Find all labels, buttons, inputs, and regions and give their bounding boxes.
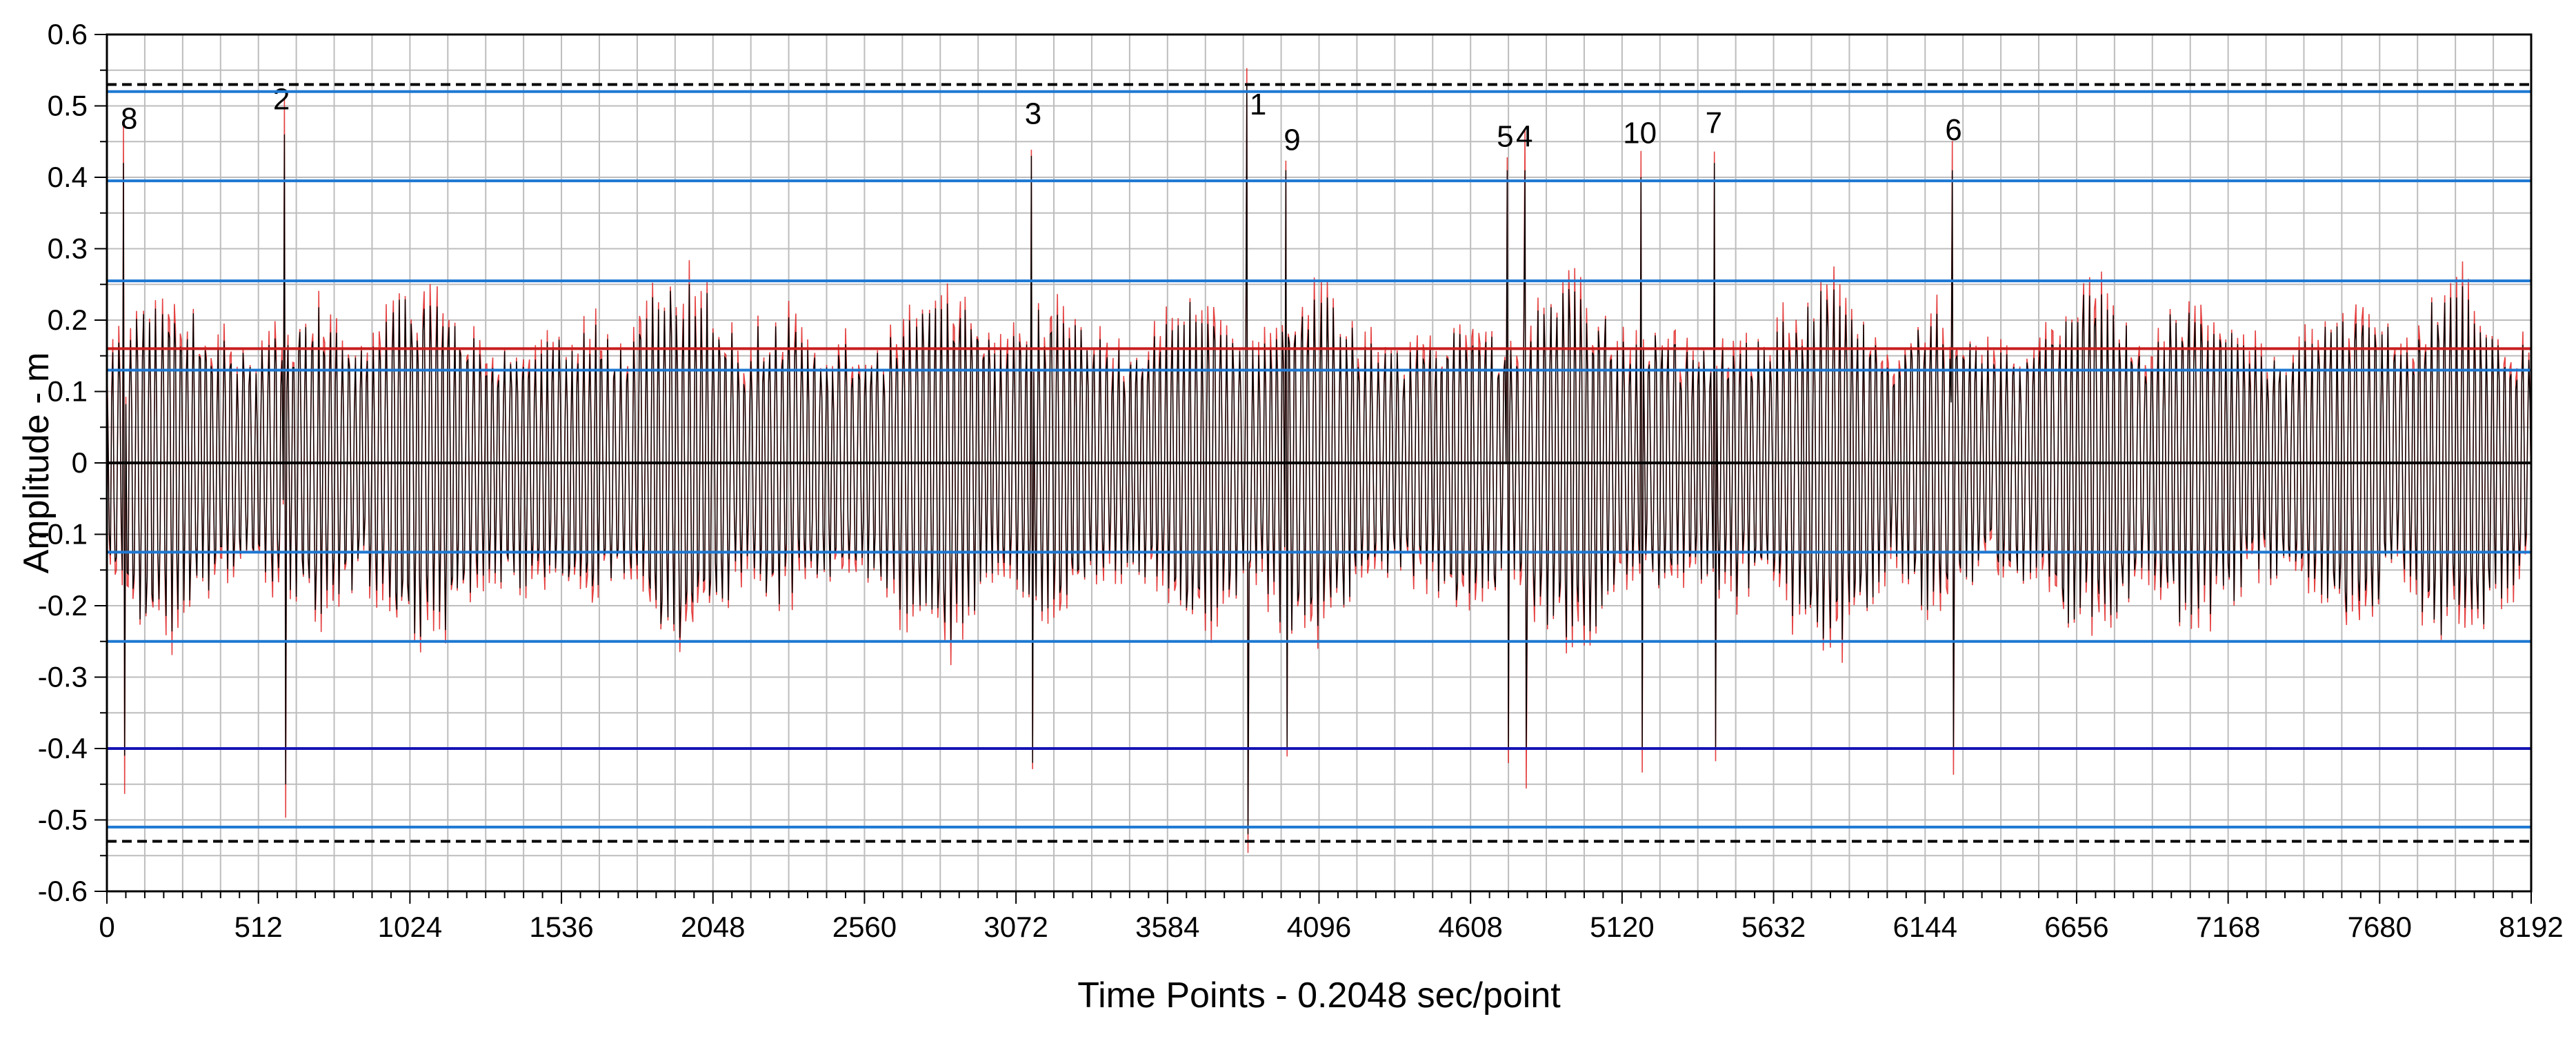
peak-label: 3	[1025, 97, 1041, 130]
x-tick-label: 5632	[1741, 911, 1806, 943]
x-axis-title: Time Points - 0.2048 sec/point	[1077, 975, 1561, 1016]
y-tick-label: 0.3	[48, 232, 88, 265]
y-tick-labels: 0.6 0.5 0.4 0.3 0.2 0.1 0 -0.1 -0.2 -0.3 -0.4 -0.5 -…	[38, 18, 88, 907]
x-tick-label: 6144	[1893, 911, 1957, 943]
x-tick-label: 7168	[2196, 911, 2260, 943]
y-tick-label: 0.1	[48, 375, 88, 408]
y-tick-label: 0	[72, 446, 88, 479]
x-tick-label: 2560	[832, 911, 897, 943]
peak-label: 10	[1623, 116, 1657, 150]
y-tick-label: -0.2	[38, 589, 88, 622]
y-tick-label: -0.6	[38, 875, 88, 907]
peak-label: 2	[273, 83, 290, 117]
x-tick-label: 1536	[529, 911, 593, 943]
x-tick-labels: 0 512 1024 1536 2048 2560 3072 3584 4096 4608 5120…	[99, 911, 2563, 943]
plot-area-frame	[106, 33, 2533, 893]
y-axis-title: Amplitude - m	[17, 353, 57, 574]
peak-label: 4	[1516, 119, 1532, 153]
y-tick-label: 0.5	[48, 90, 88, 122]
peak-label: 6	[1945, 113, 1961, 147]
peak-label: 9	[1284, 123, 1300, 157]
axis-ticks	[94, 34, 2532, 904]
x-tick-label: 2048	[681, 911, 745, 943]
x-tick-label: 7680	[2348, 911, 2412, 943]
y-tick-label: 0.4	[48, 161, 88, 193]
peak-labels: 1 2 3 45 6 7 8 9 10	[121, 83, 1962, 157]
peak-label: 5	[1497, 119, 1513, 153]
peak-label: 7	[1706, 106, 1722, 140]
x-tick-label: 5120	[1590, 911, 1654, 943]
x-tick-label: 4608	[1438, 911, 1502, 943]
x-tick-label: 8192	[2499, 911, 2563, 943]
y-tick-label: -0.1	[38, 518, 88, 551]
x-tick-label: 1024	[378, 911, 442, 943]
peak-label: 1	[1250, 88, 1266, 121]
y-tick-label: -0.5	[38, 804, 88, 836]
series-wave-line	[106, 84, 2532, 835]
y-tick-label: 0.2	[48, 304, 88, 336]
x-tick-label: 4096	[1287, 911, 1351, 943]
x-tick-label: 512	[234, 911, 283, 943]
y-tick-label: -0.3	[38, 661, 88, 693]
reference-lines	[107, 83, 2531, 843]
x-tick-label: 0	[99, 911, 114, 943]
x-tick-label: 3584	[1135, 911, 1199, 943]
y-tick-label: 0.6	[48, 18, 88, 50]
y-tick-label: -0.4	[38, 732, 88, 764]
x-tick-label: 6656	[2044, 911, 2108, 943]
peak-label: 8	[121, 102, 137, 136]
x-tick-label: 3072	[984, 911, 1048, 943]
